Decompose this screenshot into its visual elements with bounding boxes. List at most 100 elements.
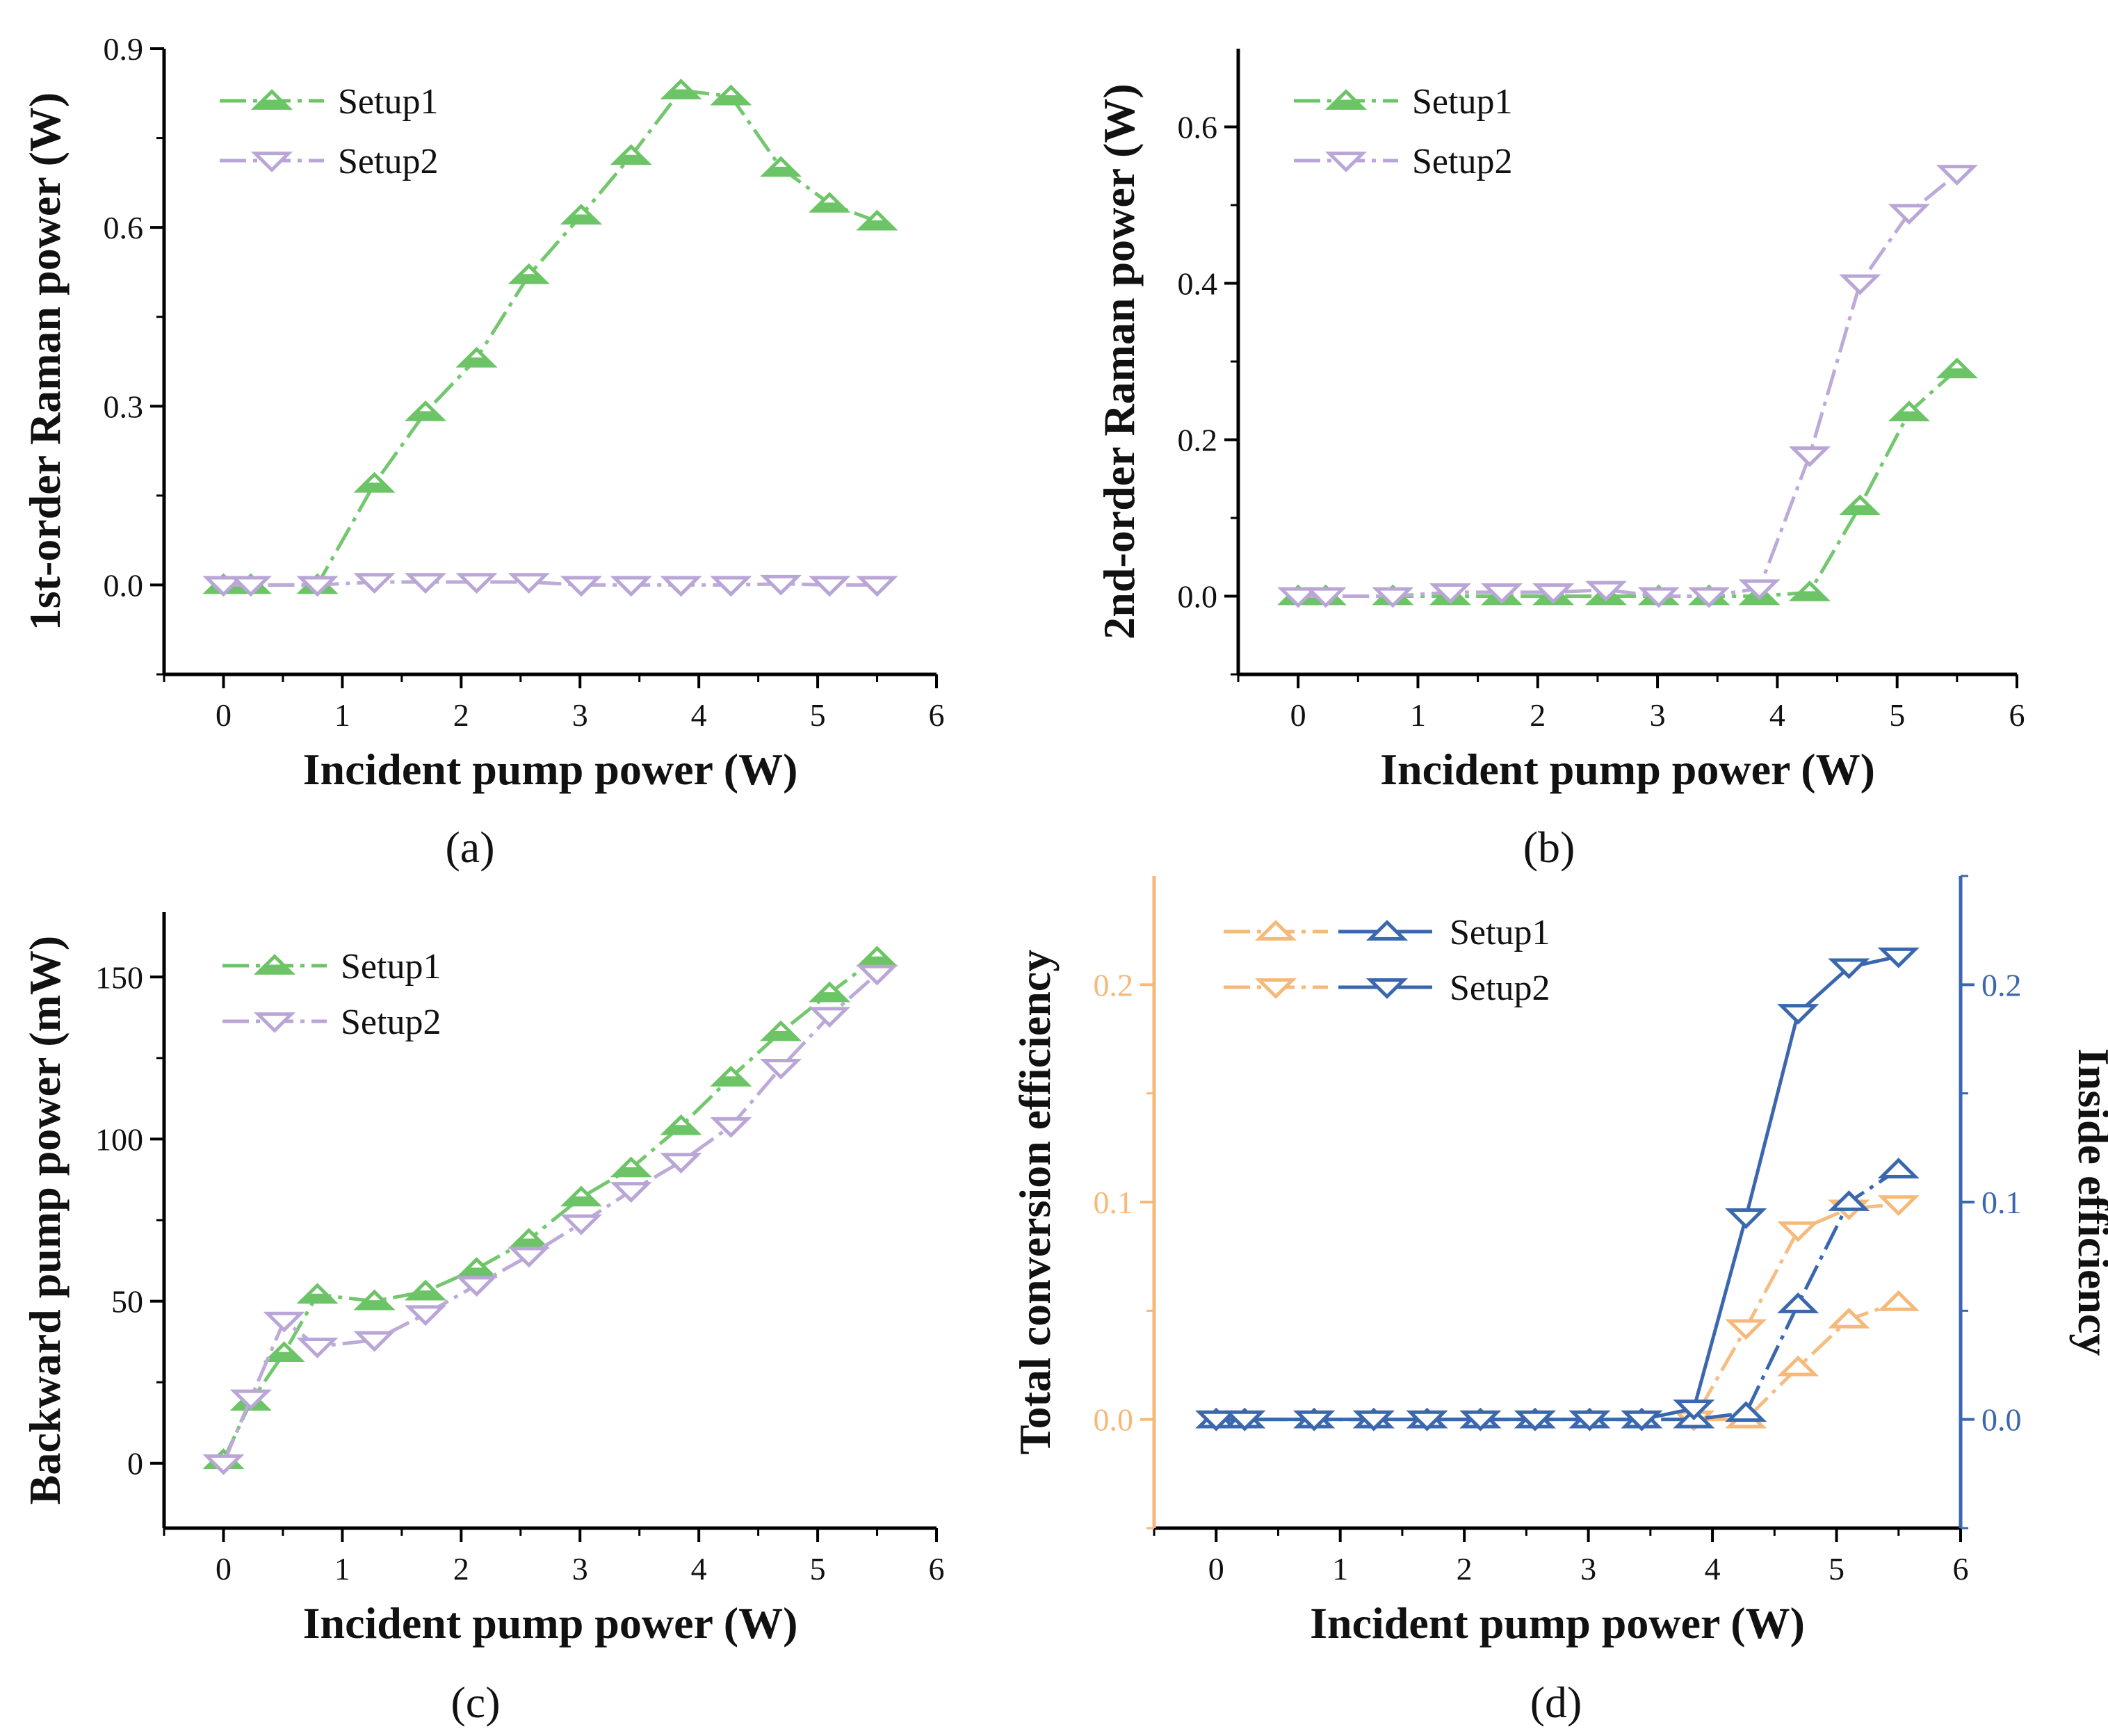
x-tick-label: 2	[1530, 697, 1546, 733]
panel-caption: (b)	[1523, 822, 1575, 872]
y-axis-right-label: Inside efficiency	[2069, 1048, 2108, 1356]
series-setup1	[202, 79, 898, 594]
data-point	[610, 1182, 652, 1203]
data-point	[1688, 587, 1730, 608]
data-point	[1777, 1292, 1819, 1313]
legend-marker	[253, 1012, 296, 1033]
x-tick-label: 4	[691, 697, 707, 733]
panel-caption: (d)	[1530, 1678, 1582, 1727]
data-point-fill	[764, 166, 798, 175]
data-point	[1429, 583, 1472, 604]
legend: Setup1 Setup2	[222, 947, 441, 1042]
data-point	[1352, 1410, 1395, 1431]
data-point	[856, 964, 898, 986]
data-point	[1877, 947, 1920, 968]
data-point-fill	[813, 992, 847, 1000]
series-setup2	[202, 964, 898, 1475]
legend-marker-fill	[1329, 99, 1363, 108]
x-tick-label: 0	[216, 697, 232, 733]
y-tick-label: 0.1	[1094, 1185, 1134, 1220]
x-tick-label: 5	[810, 697, 826, 733]
y-tick-label: 0.6	[1178, 110, 1218, 145]
legend-marker-fill	[258, 964, 291, 973]
data-point	[1406, 1410, 1448, 1431]
y-tick-label: 0.4	[1178, 266, 1218, 302]
data-point	[1372, 587, 1414, 608]
data-point	[1828, 1307, 1870, 1329]
data-point-fill	[714, 95, 748, 104]
y-tick-label: 0.0	[104, 567, 144, 603]
x-axis-label: Incident pump power (W)	[303, 1598, 798, 1648]
y-tick-label: 0	[127, 1446, 143, 1482]
data-point	[1514, 1410, 1556, 1431]
data-point-fill	[357, 1300, 391, 1308]
series-setup2-inside-	[1195, 947, 1920, 1431]
data-point-fill	[714, 1076, 748, 1085]
x-tick-label: 2	[453, 697, 469, 733]
data-point-fill	[512, 1238, 546, 1247]
data-point	[1828, 958, 1870, 980]
x-tick-label: 6	[929, 697, 945, 733]
x-tick-label: 1	[334, 697, 350, 733]
legend-marker	[1254, 978, 1297, 999]
data-point	[809, 576, 851, 597]
data-point-fill	[460, 1267, 494, 1276]
data-point	[710, 1117, 752, 1138]
data-point	[710, 576, 752, 597]
data-point	[1828, 1190, 1870, 1211]
data-point-fill	[564, 1196, 598, 1205]
legend-label: Setup1	[341, 947, 441, 987]
legend-marker	[1365, 920, 1409, 941]
data-point	[508, 573, 550, 594]
x-tick-label: 1	[1332, 1551, 1348, 1587]
data-point	[455, 573, 498, 594]
panel-c: 0 1 2 3 4 5 6 0 50 100 150 Incident pump power (W) B…	[20, 912, 945, 1727]
data-point	[1888, 204, 1931, 225]
legend: Setup1 Setup2	[1294, 82, 1512, 181]
data-point-fill	[267, 1352, 301, 1361]
y-tick-label: 50	[111, 1284, 143, 1320]
x-axis-label: Incident pump power (W)	[303, 745, 798, 794]
legend: Setup1 Setup2	[1224, 913, 1550, 1008]
data-point-fill	[614, 154, 648, 163]
x-tick-label: 5	[810, 1551, 826, 1587]
data-point-fill	[614, 1167, 648, 1176]
x-tick-label: 2	[1457, 1551, 1473, 1587]
data-point-fill	[764, 1031, 798, 1039]
data-point-fill	[664, 1125, 698, 1134]
legend-label: Setup2	[1412, 142, 1512, 181]
series-setup1	[202, 946, 898, 1469]
y-axis-label: 1st-order Raman power (W)	[20, 92, 70, 631]
legend: Setup1 Setup2	[220, 82, 438, 181]
data-point	[229, 1389, 272, 1411]
data-point-fill	[409, 411, 443, 420]
x-tick-label: 3	[572, 697, 588, 733]
legend-label: Setup1	[1412, 82, 1512, 122]
data-point	[229, 576, 272, 597]
panel-b: 0 1 2 3 4 5 6 0.0 0.2 0.4 0.6 Incident pump power (…	[1094, 49, 2025, 872]
data-point	[1725, 1208, 1767, 1229]
x-tick-label: 0	[1208, 1551, 1224, 1587]
data-point	[353, 573, 396, 594]
data-point-fill	[1843, 505, 1877, 514]
data-point-fill	[357, 482, 391, 492]
data-point-fill	[1792, 591, 1826, 600]
panel-d: 0 1 2 3 4 5 6 0.0 0.1 0.2 0.0 0.1 0.2 Incident pump p…	[1010, 875, 2108, 1727]
x-tick-label: 4	[691, 1551, 707, 1587]
y-right-tick-label: 0.0	[1981, 1402, 2022, 1438]
y-tick-label: 0.9	[104, 31, 144, 67]
data-point	[202, 1454, 245, 1475]
data-point-fill	[1892, 411, 1926, 420]
data-point	[760, 574, 802, 596]
series-line	[1298, 368, 1959, 598]
data-point	[1877, 1290, 1920, 1311]
data-point	[1725, 1319, 1767, 1340]
data-point	[1293, 1410, 1336, 1431]
data-point	[1777, 1004, 1819, 1025]
y-tick-label: 100	[95, 1121, 143, 1157]
legend-label: Setup2	[1450, 968, 1550, 1008]
x-tick-label: 3	[1650, 697, 1666, 733]
x-tick-label: 4	[1705, 1551, 1721, 1587]
